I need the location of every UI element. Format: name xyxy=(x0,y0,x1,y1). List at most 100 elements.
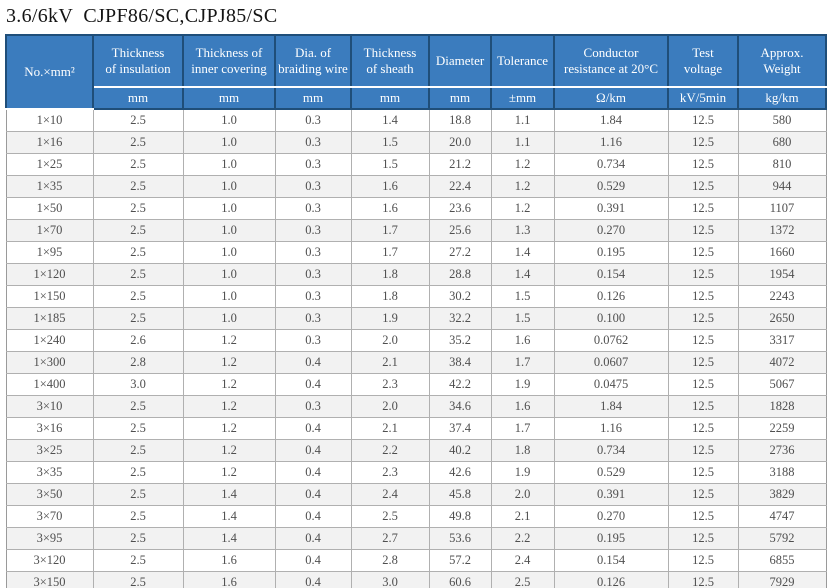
table-cell: 1107 xyxy=(737,197,827,220)
table-cell: 1.1 xyxy=(490,108,555,132)
unit-tolerance: ±mm xyxy=(490,86,555,110)
table-cell: 0.0475 xyxy=(553,373,669,396)
table-cell: 0.4 xyxy=(274,527,352,550)
table-cell: 1.6 xyxy=(350,175,430,198)
table-cell: 2650 xyxy=(737,307,827,330)
table-cell: 1.7 xyxy=(490,351,555,374)
table-cell: 0.529 xyxy=(553,175,669,198)
table-cell: 1.5 xyxy=(490,285,555,308)
column-header-diameter: Diameter xyxy=(428,34,492,88)
table-cell: 12.5 xyxy=(667,373,739,396)
table-cell: 7929 xyxy=(737,571,827,588)
table-cell: 1.2 xyxy=(182,461,276,484)
table-cell: 1.84 xyxy=(553,395,669,418)
table-cell: 49.8 xyxy=(428,505,492,528)
table-row: 3×120 2.5 1.6 0.4 2.8 57.2 2.4 0.154 12.5 6855 xyxy=(5,549,827,572)
row-spec-label: 1×400 xyxy=(5,373,94,396)
table-cell: 0.100 xyxy=(553,307,669,330)
table-cell: 0.391 xyxy=(553,483,669,506)
table-cell: 4747 xyxy=(737,505,827,528)
table-cell: 53.6 xyxy=(428,527,492,550)
table-cell: 680 xyxy=(737,131,827,154)
table-cell: 12.5 xyxy=(667,285,739,308)
column-header-insulation: Thickness of insulation xyxy=(92,34,184,88)
table-cell: 1.16 xyxy=(553,417,669,440)
table-cell: 2.8 xyxy=(92,351,184,374)
table-cell: 2.5 xyxy=(92,241,184,264)
table-cell: 60.6 xyxy=(428,571,492,588)
table-cell: 2.5 xyxy=(350,505,430,528)
table-cell: 0.734 xyxy=(553,153,669,176)
header-label-row: No.×mm² Thickness of insulation Thicknes… xyxy=(5,34,827,110)
table-cell: 2.5 xyxy=(92,527,184,550)
table-cell: 1.0 xyxy=(182,263,276,286)
table-cell: 3188 xyxy=(737,461,827,484)
column-header-test-voltage: Test voltage xyxy=(667,34,739,88)
table-cell: 27.2 xyxy=(428,241,492,264)
table-cell: 0.4 xyxy=(274,461,352,484)
table-cell: 1372 xyxy=(737,219,827,242)
table-cell: 2736 xyxy=(737,439,827,462)
table-cell: 1.84 xyxy=(553,108,669,132)
row-spec-label: 1×150 xyxy=(5,285,94,308)
table-cell: 0.4 xyxy=(274,571,352,588)
column-header-weight: Approx. Weight xyxy=(737,34,827,88)
table-cell: 2.5 xyxy=(92,285,184,308)
table-cell: 30.2 xyxy=(428,285,492,308)
unit-insulation: mm xyxy=(92,86,184,110)
table-cell: 1.0 xyxy=(182,131,276,154)
table-row: 3×25 2.5 1.2 0.4 2.2 40.2 1.8 0.734 12.5 2736 xyxy=(5,439,827,462)
table-cell: 2.5 xyxy=(92,461,184,484)
table-cell: 0.3 xyxy=(274,219,352,242)
table-cell: 42.6 xyxy=(428,461,492,484)
table-cell: 25.6 xyxy=(428,219,492,242)
table-cell: 1.0 xyxy=(182,219,276,242)
table-cell: 12.5 xyxy=(667,131,739,154)
table-row: 1×50 2.5 1.0 0.3 1.6 23.6 1.2 0.391 12.5 1107 xyxy=(5,197,827,220)
table-cell: 1.8 xyxy=(350,285,430,308)
table-cell: 3829 xyxy=(737,483,827,506)
table-cell: 6855 xyxy=(737,549,827,572)
table-cell: 0.270 xyxy=(553,219,669,242)
table-row: 1×16 2.5 1.0 0.3 1.5 20.0 1.1 1.16 12.5 680 xyxy=(5,131,827,154)
table-cell: 2.8 xyxy=(350,549,430,572)
table-cell: 12.5 xyxy=(667,108,739,132)
table-cell: 0.4 xyxy=(274,439,352,462)
column-header-size: No.×mm² xyxy=(5,34,94,110)
table-cell: 1.2 xyxy=(182,417,276,440)
table-cell: 0.3 xyxy=(274,263,352,286)
table-cell: 0.4 xyxy=(274,483,352,506)
column-header-tolerance: Tolerance xyxy=(490,34,555,88)
cable-spec-table: No.×mm² Thickness of insulation Thicknes… xyxy=(5,34,827,588)
row-spec-label: 3×10 xyxy=(5,395,94,418)
table-cell: 12.5 xyxy=(667,241,739,264)
unit-test-voltage: kV/5min xyxy=(667,86,739,110)
table-cell: 12.5 xyxy=(667,461,739,484)
table-cell: 2259 xyxy=(737,417,827,440)
table-cell: 2.5 xyxy=(92,108,184,132)
table-cell: 1.2 xyxy=(182,351,276,374)
table-cell: 34.6 xyxy=(428,395,492,418)
table-cell: 0.4 xyxy=(274,417,352,440)
table-cell: 57.2 xyxy=(428,549,492,572)
row-spec-label: 1×10 xyxy=(5,108,94,132)
table-cell: 21.2 xyxy=(428,153,492,176)
table-row: 1×400 3.0 1.2 0.4 2.3 42.2 1.9 0.0475 12.5 5067 xyxy=(5,373,827,396)
table-cell: 40.2 xyxy=(428,439,492,462)
table-cell: 12.5 xyxy=(667,549,739,572)
row-spec-label: 1×95 xyxy=(5,241,94,264)
table-cell: 3317 xyxy=(737,329,827,352)
table-cell: 12.5 xyxy=(667,329,739,352)
table-row: 1×300 2.8 1.2 0.4 2.1 38.4 1.7 0.0607 12.5 4072 xyxy=(5,351,827,374)
table-row: 1×150 2.5 1.0 0.3 1.8 30.2 1.5 0.126 12.5 2243 xyxy=(5,285,827,308)
table-cell: 1.6 xyxy=(490,395,555,418)
table-cell: 3.0 xyxy=(350,571,430,588)
table-cell: 2.3 xyxy=(350,461,430,484)
table-cell: 0.3 xyxy=(274,241,352,264)
table-cell: 1.6 xyxy=(490,329,555,352)
table-cell: 2.5 xyxy=(92,175,184,198)
table-cell: 2.3 xyxy=(350,373,430,396)
unit-sheath: mm xyxy=(350,86,430,110)
table-cell: 810 xyxy=(737,153,827,176)
table-cell: 42.2 xyxy=(428,373,492,396)
